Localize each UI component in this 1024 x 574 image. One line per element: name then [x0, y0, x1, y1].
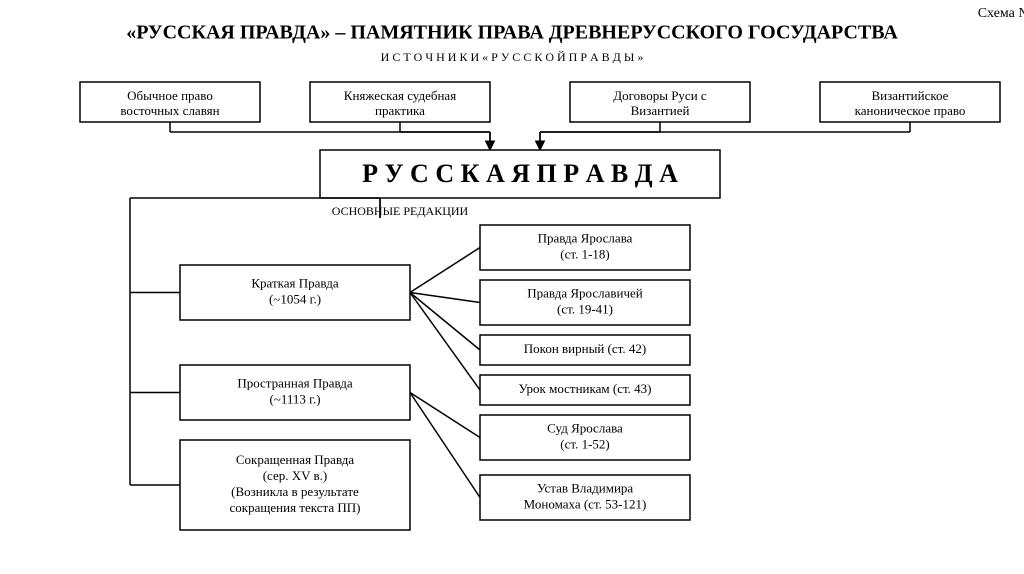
svg-text:Суд Ярослава: Суд Ярослава [547, 420, 623, 435]
svg-text:Правда Ярослава: Правда Ярослава [538, 230, 633, 245]
svg-text:Обычное право: Обычное право [127, 88, 213, 103]
svg-text:(сер. XV в.): (сер. XV в.) [263, 468, 328, 483]
svg-text:Устав Владимира: Устав Владимира [537, 480, 634, 495]
svg-text:Правда Ярославичей: Правда Ярославичей [527, 285, 643, 300]
svg-text:Договоры Руси с: Договоры Руси с [613, 88, 707, 103]
svg-text:(ст. 1-18): (ст. 1-18) [560, 246, 609, 261]
svg-text:восточных славян: восточных славян [120, 103, 219, 118]
svg-text:(~1054 г.): (~1054 г.) [269, 291, 321, 306]
svg-text:Р У С С К А Я П Р А В Д А: Р У С С К А Я П Р А В Д А [362, 159, 678, 188]
svg-text:каноническое право: каноническое право [855, 103, 966, 118]
svg-text:Схема № 6: Схема № 6 [978, 6, 1024, 21]
svg-text:сокращения текста ПП): сокращения текста ПП) [230, 500, 361, 515]
svg-text:(~1113 г.): (~1113 г.) [269, 391, 320, 406]
svg-text:практика: практика [375, 103, 425, 118]
diagram-canvas: Схема № 6 «РУССКАЯ ПРАВДА» – ПАМЯТНИК ПРА… [0, 0, 1024, 574]
svg-text:ОСНОВНЫЕ РЕДАКЦИИ: ОСНОВНЫЕ РЕДАКЦИИ [332, 204, 469, 218]
svg-text:Пространная Правда: Пространная Правда [237, 375, 353, 390]
svg-text:Краткая Правда: Краткая Правда [251, 275, 338, 290]
svg-text:И С Т О Ч Н И К И « Р У С С: И С Т О Ч Н И К И « Р У С С К О Й П Р А … [381, 50, 644, 64]
svg-text:Византийское: Византийское [872, 88, 949, 103]
svg-text:(ст. 19-41): (ст. 19-41) [557, 301, 613, 316]
svg-text:Сокращенная Правда: Сокращенная Правда [236, 452, 355, 467]
svg-text:Мономаха (ст. 53-121): Мономаха (ст. 53-121) [524, 496, 647, 511]
svg-text:«РУССКАЯ ПРАВДА» – ПАМЯТНИК ПР: «РУССКАЯ ПРАВДА» – ПАМЯТНИК ПРАВА ДРЕВНЕ… [126, 22, 898, 44]
svg-text:Княжеская судебная: Княжеская судебная [344, 88, 456, 103]
svg-text:Византией: Византией [631, 103, 690, 118]
svg-text:Урок мостникам (ст. 43): Урок мостникам (ст. 43) [518, 381, 651, 396]
svg-text:(ст. 1-52): (ст. 1-52) [560, 436, 609, 451]
svg-text:(Возникла в результате: (Возникла в результате [231, 484, 359, 499]
svg-text:Покон вирный (ст. 42): Покон вирный (ст. 42) [524, 341, 646, 356]
